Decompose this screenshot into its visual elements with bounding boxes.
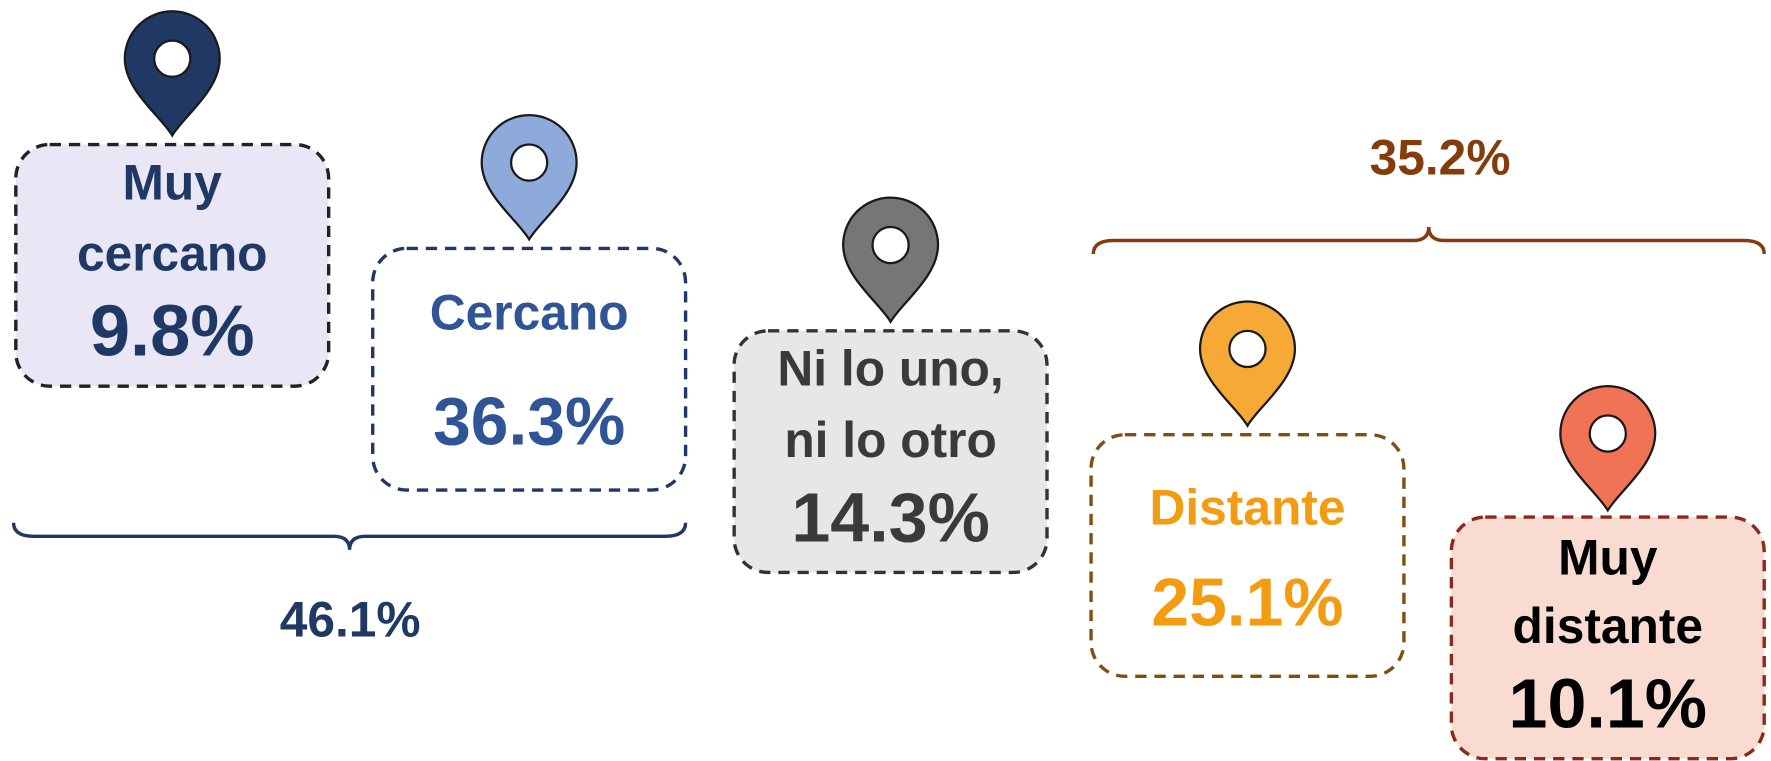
brace: [11, 522, 688, 550]
item-value: 25.1%: [1151, 565, 1343, 640]
pin-hole: [871, 225, 910, 265]
pin-hole: [153, 39, 192, 78]
item-box: [1449, 515, 1766, 761]
item-label: Muy: [123, 154, 223, 210]
item-label: ni lo otro: [784, 412, 996, 468]
brace: [1091, 226, 1766, 255]
pin-hole: [1228, 329, 1267, 369]
item-label: distante: [1513, 598, 1703, 654]
item-box: [732, 329, 1049, 575]
item-label: Ni lo uno,: [777, 341, 1003, 397]
group-value: 46.1%: [280, 591, 421, 647]
item-value: 10.1%: [1509, 665, 1708, 743]
item-value: 36.3%: [433, 385, 625, 460]
item-label: Cercano: [430, 284, 629, 340]
item-value: 9.8%: [90, 292, 255, 372]
item-label: Distante: [1149, 480, 1345, 536]
item-label: cercano: [77, 226, 268, 282]
group-value: 35.2%: [1370, 130, 1511, 186]
item-label: Muy: [1558, 529, 1658, 585]
item-box: [1089, 433, 1406, 679]
item-box: [14, 142, 331, 388]
pin-hole: [509, 143, 549, 182]
pin-hole: [1588, 414, 1627, 453]
item-box: [371, 246, 688, 492]
item-value: 14.3%: [791, 478, 990, 556]
